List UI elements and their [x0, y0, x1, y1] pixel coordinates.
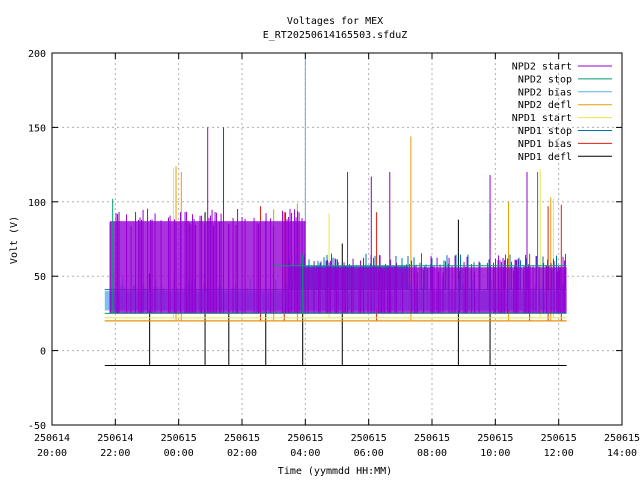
x-tick-date-label: 250615 [477, 433, 513, 444]
x-tick-time-label: 00:00 [164, 448, 194, 459]
y-tick-label: 100 [28, 198, 46, 209]
x-tick-time-label: 22:00 [100, 448, 130, 459]
y-axis-label: Volt (V) [9, 216, 20, 264]
series-layer [104, 58, 567, 366]
legend-label: NPD1 defl [518, 152, 572, 163]
legend-label: NPD1 stop [518, 126, 572, 137]
legend-label: NPD2 defl [518, 100, 572, 111]
series-npd2-stop [104, 172, 567, 314]
x-tick-time-label: 04:00 [290, 448, 320, 459]
x-tick-date-label: 250615 [351, 433, 387, 444]
x-tick-time-label: 06:00 [354, 448, 384, 459]
x-tick-date-label: 250615 [161, 433, 197, 444]
x-tick-date-label: 250614 [97, 433, 133, 444]
x-axis-label: Time (yymmdd HH:MM) [278, 466, 392, 477]
x-tick-time-label: 02:00 [227, 448, 257, 459]
plot-frame [51, 52, 623, 426]
legend-label: NPD2 bias [518, 87, 572, 98]
series-band [305, 267, 567, 314]
x-tick-time-label: 12:00 [544, 448, 574, 459]
x-tick-date-label: 250615 [414, 433, 450, 444]
y-tick-label: 150 [28, 123, 46, 134]
chart-subtitle: E_RT20250614165503.sfduZ [263, 30, 408, 41]
legend-label: NPD1 start [512, 113, 572, 124]
x-tick-date-label: 250615 [287, 433, 323, 444]
x-tick-date-label: 250615 [604, 433, 640, 444]
y-tick-label: 200 [28, 49, 46, 60]
x-tick-time-label: 14:00 [607, 448, 637, 459]
legend-label: NPD2 stop [518, 74, 572, 85]
legend-label: NPD2 start [512, 62, 572, 73]
x-tick-time-label: 10:00 [480, 448, 510, 459]
y-tick-label: 0 [40, 347, 46, 358]
x-tick-date-label: 250615 [224, 433, 260, 444]
x-tick-date-label: 250614 [34, 433, 70, 444]
y-tick-label: 50 [34, 272, 46, 283]
legend-label: NPD1 bias [518, 139, 572, 150]
x-tick-time-label: 08:00 [417, 448, 447, 459]
axis-ticks: 200150100500-5025061420:0025061422:00250… [28, 49, 640, 459]
x-tick-time-label: 20:00 [37, 448, 67, 459]
series-npd2-start [109, 127, 567, 314]
y-tick-label: -50 [28, 421, 46, 432]
x-tick-date-label: 250615 [541, 433, 577, 444]
chart-title: Voltages for MEX [287, 16, 383, 27]
